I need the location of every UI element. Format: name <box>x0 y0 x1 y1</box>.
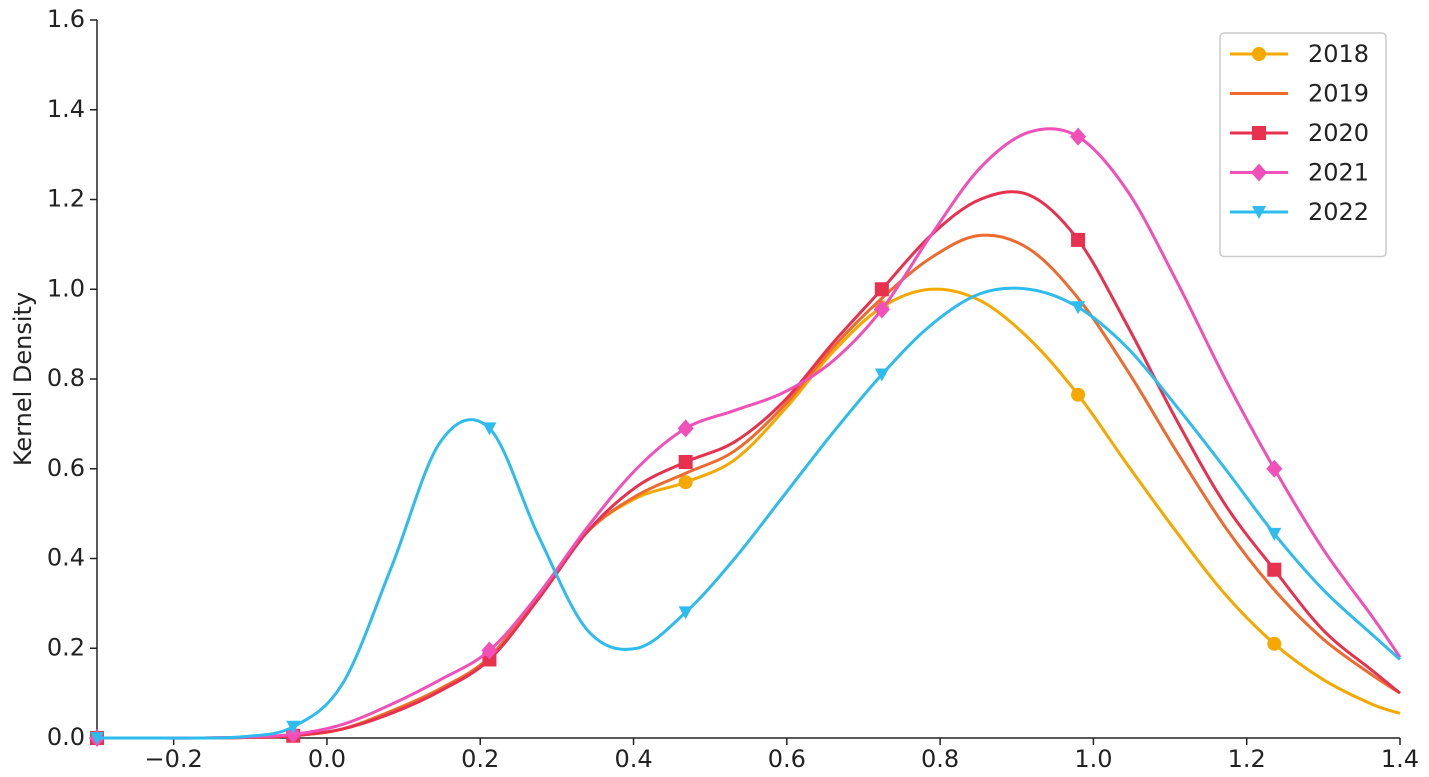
y-tick-label: 0.8 <box>47 364 85 392</box>
legend-label: 2018 <box>1308 40 1369 68</box>
marker <box>1071 387 1086 402</box>
marker <box>1070 127 1087 146</box>
series-line <box>97 233 1401 740</box>
marker <box>677 419 694 438</box>
y-tick-label: 1.6 <box>47 5 85 33</box>
series-line <box>97 190 1401 740</box>
marker <box>1252 47 1266 61</box>
marker <box>678 606 693 620</box>
series-line <box>97 287 1401 740</box>
y-tick-label: 0.4 <box>47 544 85 572</box>
y-tick-label: 0.6 <box>47 454 85 482</box>
x-tick-label: 1.2 <box>1228 745 1266 773</box>
marker <box>874 282 889 297</box>
marker <box>1267 636 1282 651</box>
y-tick-label: 0.0 <box>47 723 85 751</box>
y-axis-label: Kernel Density <box>9 292 37 466</box>
series-line <box>97 286 1401 740</box>
marker <box>286 720 301 734</box>
x-tick-label: 0.2 <box>461 745 499 773</box>
marker <box>1266 459 1283 478</box>
legend: 2018 2019 2020 2021 2022 <box>1219 32 1387 258</box>
marker <box>873 300 890 319</box>
legend-label: 2020 <box>1308 119 1369 147</box>
x-tick-label: 1.4 <box>1381 745 1419 773</box>
marker <box>481 641 498 660</box>
marker <box>678 455 693 470</box>
series-line <box>97 127 1402 740</box>
x-tick-label: 0.4 <box>614 745 652 773</box>
x-tick-label: 0.8 <box>921 745 959 773</box>
legend-label: 2019 <box>1308 80 1369 108</box>
x-tick-label: −0.2 <box>145 745 203 773</box>
x-tick-label: 0.0 <box>308 745 346 773</box>
marker <box>1252 126 1266 140</box>
legend-box <box>1219 32 1387 258</box>
marker <box>1251 163 1267 182</box>
y-tick-label: 1.0 <box>47 274 85 302</box>
y-tick-label: 1.2 <box>47 185 85 213</box>
y-tick-label: 1.4 <box>47 95 85 123</box>
y-tick-label: 0.2 <box>47 633 85 661</box>
x-tick-label: 1.0 <box>1074 745 1112 773</box>
marker <box>1267 527 1282 541</box>
legend-label: 2021 <box>1308 159 1369 187</box>
marker <box>874 368 889 382</box>
marker <box>678 475 693 490</box>
legend-label: 2022 <box>1308 198 1369 226</box>
marker <box>1071 232 1086 247</box>
marker <box>1071 301 1086 315</box>
marker <box>482 422 497 436</box>
marker <box>90 732 104 745</box>
marker <box>1267 562 1282 577</box>
marker <box>1252 206 1266 219</box>
x-tick-label: 0.6 <box>768 745 806 773</box>
